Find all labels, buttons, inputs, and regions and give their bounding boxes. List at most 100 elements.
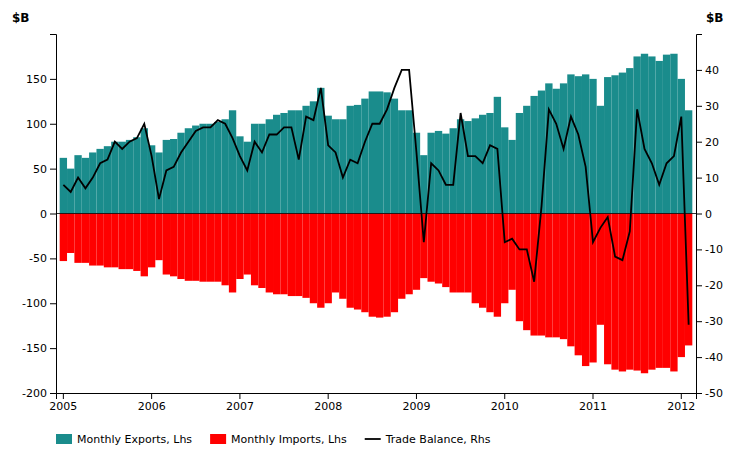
tick: -50 [696, 387, 723, 400]
bar [413, 214, 420, 290]
bar [141, 214, 148, 277]
bar [633, 56, 640, 213]
bar [104, 214, 111, 268]
bar [501, 214, 508, 304]
tick: -40 [696, 351, 723, 364]
tick-mark [504, 393, 505, 399]
tick-mark [50, 348, 56, 349]
bar [214, 214, 221, 282]
bar [391, 99, 398, 214]
axis-label: $B [12, 11, 30, 25]
tick-label: 150 [26, 73, 47, 86]
legend-swatch [210, 434, 226, 444]
bar [82, 214, 89, 263]
bar [111, 142, 118, 214]
tick: 20 [696, 136, 719, 149]
bar [325, 214, 332, 304]
bar [222, 214, 229, 286]
tick: 150 [26, 73, 56, 86]
tick-label: 40 [705, 64, 719, 77]
tick-label: 0 [40, 208, 47, 221]
tick-mark [328, 393, 329, 399]
legend-item: Monthly Exports, Lhs [56, 433, 192, 446]
tick-mark [696, 393, 702, 394]
tick-label: 2007 [226, 400, 254, 413]
bar [656, 214, 663, 368]
tick-label: -40 [705, 351, 723, 364]
bar [376, 91, 383, 213]
bar [530, 96, 537, 214]
tick: 100 [26, 118, 56, 131]
tick-mark [151, 393, 152, 399]
tick: 2012 [667, 393, 695, 413]
bar [464, 121, 471, 213]
axis-line [57, 394, 697, 400]
bar [104, 146, 111, 213]
tick-label: -10 [705, 243, 723, 256]
tick-label: 100 [26, 118, 47, 131]
tick-label: 2009 [402, 400, 430, 413]
tick: 2009 [402, 393, 430, 413]
bar [648, 214, 655, 370]
bar [74, 214, 81, 263]
bar [626, 214, 633, 370]
bar [604, 214, 611, 365]
bar [251, 214, 258, 286]
bar [604, 77, 611, 213]
bar [170, 139, 177, 213]
bar [133, 214, 140, 271]
bar [486, 214, 493, 313]
bar [641, 214, 648, 374]
bar [119, 214, 126, 270]
bar [214, 122, 221, 214]
bar [516, 113, 523, 214]
bar [288, 110, 295, 213]
tick-mark [696, 178, 702, 179]
bar [155, 214, 162, 261]
bar [494, 214, 501, 317]
bar [597, 106, 604, 214]
bar [133, 137, 140, 213]
bar [126, 214, 133, 270]
tick-mark [696, 214, 702, 215]
bar [427, 133, 434, 214]
tick: -200 [22, 387, 56, 400]
bar [229, 214, 236, 293]
bar [339, 214, 346, 299]
bar [89, 214, 96, 266]
bar [442, 134, 449, 214]
tick: -50 [29, 252, 56, 265]
bar [427, 214, 434, 282]
bar [656, 61, 663, 214]
tick-label: -50 [705, 387, 723, 400]
bar [273, 214, 280, 295]
bar [663, 55, 670, 214]
bar [567, 214, 574, 347]
bar [663, 214, 670, 368]
bar [170, 214, 177, 277]
tick-label: 10 [705, 172, 719, 185]
bar [450, 214, 457, 293]
tick-mark [696, 357, 702, 358]
tick-mark [239, 393, 240, 399]
bar [185, 214, 192, 281]
legend-label: Monthly Exports, Lhs [77, 433, 192, 446]
bar [126, 140, 133, 214]
bar [545, 214, 552, 338]
bar [678, 214, 685, 358]
tick: 30 [696, 100, 719, 113]
bar [266, 214, 273, 293]
tick: -100 [22, 297, 56, 310]
bar-series [60, 54, 693, 214]
tick: -20 [696, 279, 723, 292]
legend: Monthly Exports, LhsMonthly Imports, Lhs… [56, 433, 491, 446]
bar [472, 214, 479, 304]
tick-label: 2005 [49, 400, 77, 413]
bar [582, 214, 589, 367]
bar [244, 142, 251, 214]
bar [589, 79, 596, 214]
bar [199, 214, 206, 282]
tick: 2007 [226, 393, 254, 413]
tick: 2005 [49, 393, 77, 413]
tick-mark [696, 70, 702, 71]
